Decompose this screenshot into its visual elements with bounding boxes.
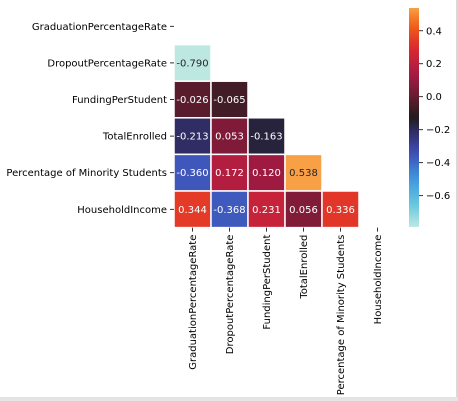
cell-value-label: 0.120 bbox=[252, 168, 281, 179]
cell-value-label: -0.790 bbox=[176, 58, 208, 69]
colorbar-tick-label: −0.6 bbox=[426, 191, 450, 202]
x-tick-label: DropoutPercentageRate bbox=[225, 235, 236, 355]
cell-value-label: -0.163 bbox=[250, 132, 282, 143]
cell-value-label: -0.065 bbox=[213, 95, 245, 106]
heatmap-cell bbox=[173, 43, 212, 82]
y-tick-label: DropoutPercentageRate bbox=[47, 58, 167, 69]
heatmap-cell bbox=[210, 190, 249, 229]
x-axis-labels: GraduationPercentageRate DropoutPercentag… bbox=[188, 227, 384, 396]
cell-value-label: 0.538 bbox=[289, 168, 318, 179]
heatmap-cell bbox=[247, 117, 286, 156]
colorbar-tick-label: 0.2 bbox=[426, 59, 442, 70]
cell-value-label: -0.213 bbox=[176, 132, 208, 143]
colorbar-gradient bbox=[409, 8, 419, 227]
heatmap-cell bbox=[173, 117, 212, 156]
y-tick-label: GraduationPercentageRate bbox=[32, 22, 167, 33]
heatmap-cell bbox=[284, 153, 323, 192]
x-tick-label: FundingPerStudent bbox=[262, 235, 273, 330]
y-tick-label: TotalEnrolled bbox=[102, 132, 167, 143]
x-tick-label: HouseholdIncome bbox=[373, 235, 384, 325]
heatmap-cell bbox=[210, 153, 249, 192]
y-axis-labels: GraduationPercentageRate DropoutPercentag… bbox=[6, 22, 174, 216]
cell-value-label: -0.026 bbox=[176, 95, 208, 106]
colorbar-tick-label: −0.4 bbox=[426, 158, 450, 169]
frame-bottom-edge bbox=[0, 397, 458, 401]
cell-value-label: 0.053 bbox=[215, 132, 244, 143]
colorbar: 0.4 0.2 0.0 −0.2 −0.4 −0.6 bbox=[409, 8, 450, 227]
colorbar-tick-label: 0.4 bbox=[426, 26, 442, 37]
cell-value-label: 0.056 bbox=[289, 205, 318, 216]
cell-value-label: 0.231 bbox=[252, 205, 281, 216]
heatmap-cells: -0.790 -0.026 -0.065 -0.213 0.053 -0.163 -0.36… bbox=[173, 43, 360, 229]
frame-right-edge bbox=[456, 0, 458, 401]
y-tick-label: HouseholdIncome bbox=[77, 205, 167, 216]
colorbar-tick-label: 0.0 bbox=[426, 92, 442, 103]
colorbar-tick-label: −0.2 bbox=[426, 125, 450, 136]
x-tick-label: GraduationPercentageRate bbox=[188, 235, 199, 370]
cell-value-label: 0.344 bbox=[178, 205, 207, 216]
y-tick-label: FundingPerStudent bbox=[72, 95, 167, 106]
y-tick-label: Percentage of Minority Students bbox=[6, 168, 167, 179]
x-tick-label: Percentage of Minority Students bbox=[336, 235, 347, 396]
cell-value-label: -0.368 bbox=[213, 205, 245, 216]
cell-value-label: 0.172 bbox=[215, 168, 244, 179]
cell-value-label: -0.360 bbox=[176, 168, 208, 179]
cell-value-label: 0.336 bbox=[326, 205, 355, 216]
x-tick-label: TotalEnrolled bbox=[299, 235, 310, 300]
